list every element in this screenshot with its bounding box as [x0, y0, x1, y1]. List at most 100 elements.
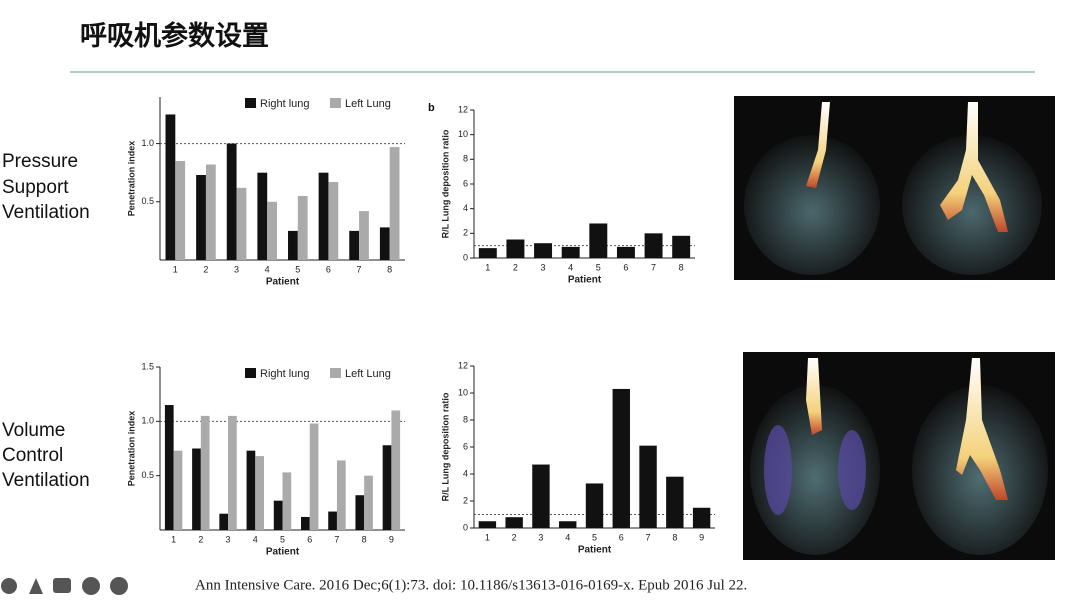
y-tick-label: 8 [463, 154, 468, 164]
y-tick-label: 6 [463, 178, 468, 188]
pointer-button[interactable] [29, 578, 43, 594]
bar [355, 495, 365, 530]
bar [672, 235, 691, 258]
y-tick-label: 1.0 [141, 416, 154, 426]
y-tick-label: 2 [463, 228, 468, 238]
bar [173, 450, 183, 530]
bar [612, 388, 630, 528]
y-tick-label: 0.5 [141, 470, 154, 480]
x-tick-label: 3 [541, 262, 546, 272]
x-tick-label: 4 [565, 532, 570, 542]
x-tick-label: 8 [362, 534, 367, 544]
x-tick-label: 6 [623, 262, 628, 272]
y-axis-label: Penetration index [126, 141, 136, 217]
x-tick-label: 4 [253, 534, 258, 544]
bar [297, 195, 308, 260]
bar [589, 223, 608, 258]
bar [505, 517, 523, 528]
bar [267, 201, 277, 260]
x-tick-label: 5 [596, 262, 601, 272]
x-tick-label: 6 [326, 264, 331, 274]
row-label: Control [2, 445, 63, 466]
y-tick-label: 4 [463, 203, 468, 213]
bar [205, 164, 216, 260]
x-axis-label: Patient [266, 547, 300, 558]
bar [273, 500, 283, 530]
x-tick-label: 7 [646, 532, 651, 542]
bar [328, 181, 339, 260]
bar [364, 475, 373, 530]
bar [164, 405, 174, 530]
bar [288, 230, 298, 260]
y-tick-label: 4 [463, 468, 468, 478]
bar [478, 521, 497, 528]
y-tick-label: 6 [463, 441, 468, 451]
x-tick-label: 1 [485, 262, 490, 272]
y-tick-label: 2 [463, 495, 468, 505]
y-tick-label: 1.0 [141, 138, 154, 148]
bar [585, 483, 604, 528]
panel-label: b [428, 102, 435, 114]
y-tick-label: 8 [463, 414, 468, 424]
row-label: Ventilation [2, 470, 90, 491]
y-axis-label: R/L Lung deposition ratio [440, 392, 450, 501]
bar [359, 211, 369, 260]
bar [219, 513, 229, 530]
x-tick-label: 8 [387, 264, 392, 274]
y-tick-label: 10 [458, 129, 468, 139]
x-axis-label: Patient [266, 277, 300, 288]
bar [175, 161, 186, 260]
x-tick-label: 5 [295, 264, 300, 274]
bar [532, 464, 550, 528]
bar [246, 450, 256, 530]
bar [692, 507, 711, 528]
next-button[interactable] [110, 577, 128, 595]
legend-swatch [245, 98, 256, 108]
x-tick-label: 7 [651, 262, 656, 272]
bar [318, 172, 329, 260]
x-tick-label: 2 [512, 532, 517, 542]
row-label: Volume [2, 420, 65, 441]
x-tick-label: 7 [357, 264, 362, 274]
player-controls [1, 577, 128, 595]
bar [644, 233, 663, 258]
bar [639, 445, 657, 528]
y-tick-label: 0 [463, 252, 468, 262]
legend-label: Left Lung [345, 98, 391, 110]
bar [391, 410, 401, 530]
bar [616, 246, 635, 258]
x-tick-label: 8 [679, 262, 684, 272]
legend-label: Right lung [260, 368, 310, 380]
menu-button[interactable] [82, 577, 100, 595]
bar [478, 248, 497, 258]
x-axis-label: Patient [578, 545, 612, 556]
bar [349, 230, 360, 260]
x-tick-label: 5 [592, 532, 597, 542]
bar [255, 456, 264, 530]
x-tick-label: 6 [307, 534, 312, 544]
x-tick-label: 1 [485, 532, 490, 542]
x-tick-label: 2 [198, 534, 203, 544]
prev-button[interactable] [1, 578, 17, 594]
x-tick-label: 7 [334, 534, 339, 544]
row-label: Ventilation [2, 202, 90, 223]
bar [328, 511, 337, 530]
x-tick-label: 1 [173, 264, 178, 274]
x-tick-label: 5 [280, 534, 285, 544]
bar [282, 472, 292, 530]
row-label: Pressure [2, 151, 78, 172]
legend-swatch [330, 98, 341, 108]
bar [257, 172, 268, 260]
x-tick-label: 4 [568, 262, 573, 272]
charts: 0.5 1.0 1 2 3 4 5 6 7 8 Patient Penetration index Ri… [126, 97, 715, 558]
legend-label: Left Lung [345, 368, 391, 380]
captions-button[interactable] [53, 578, 71, 593]
bar [165, 114, 176, 260]
scan-image [743, 352, 1055, 560]
bar [382, 445, 392, 530]
bar [559, 521, 577, 528]
x-tick-label: 3 [538, 532, 543, 542]
citation: Ann Intensive Care. 2016 Dec;6(1):73. do… [195, 577, 747, 593]
y-tick-label: 0 [463, 522, 468, 532]
